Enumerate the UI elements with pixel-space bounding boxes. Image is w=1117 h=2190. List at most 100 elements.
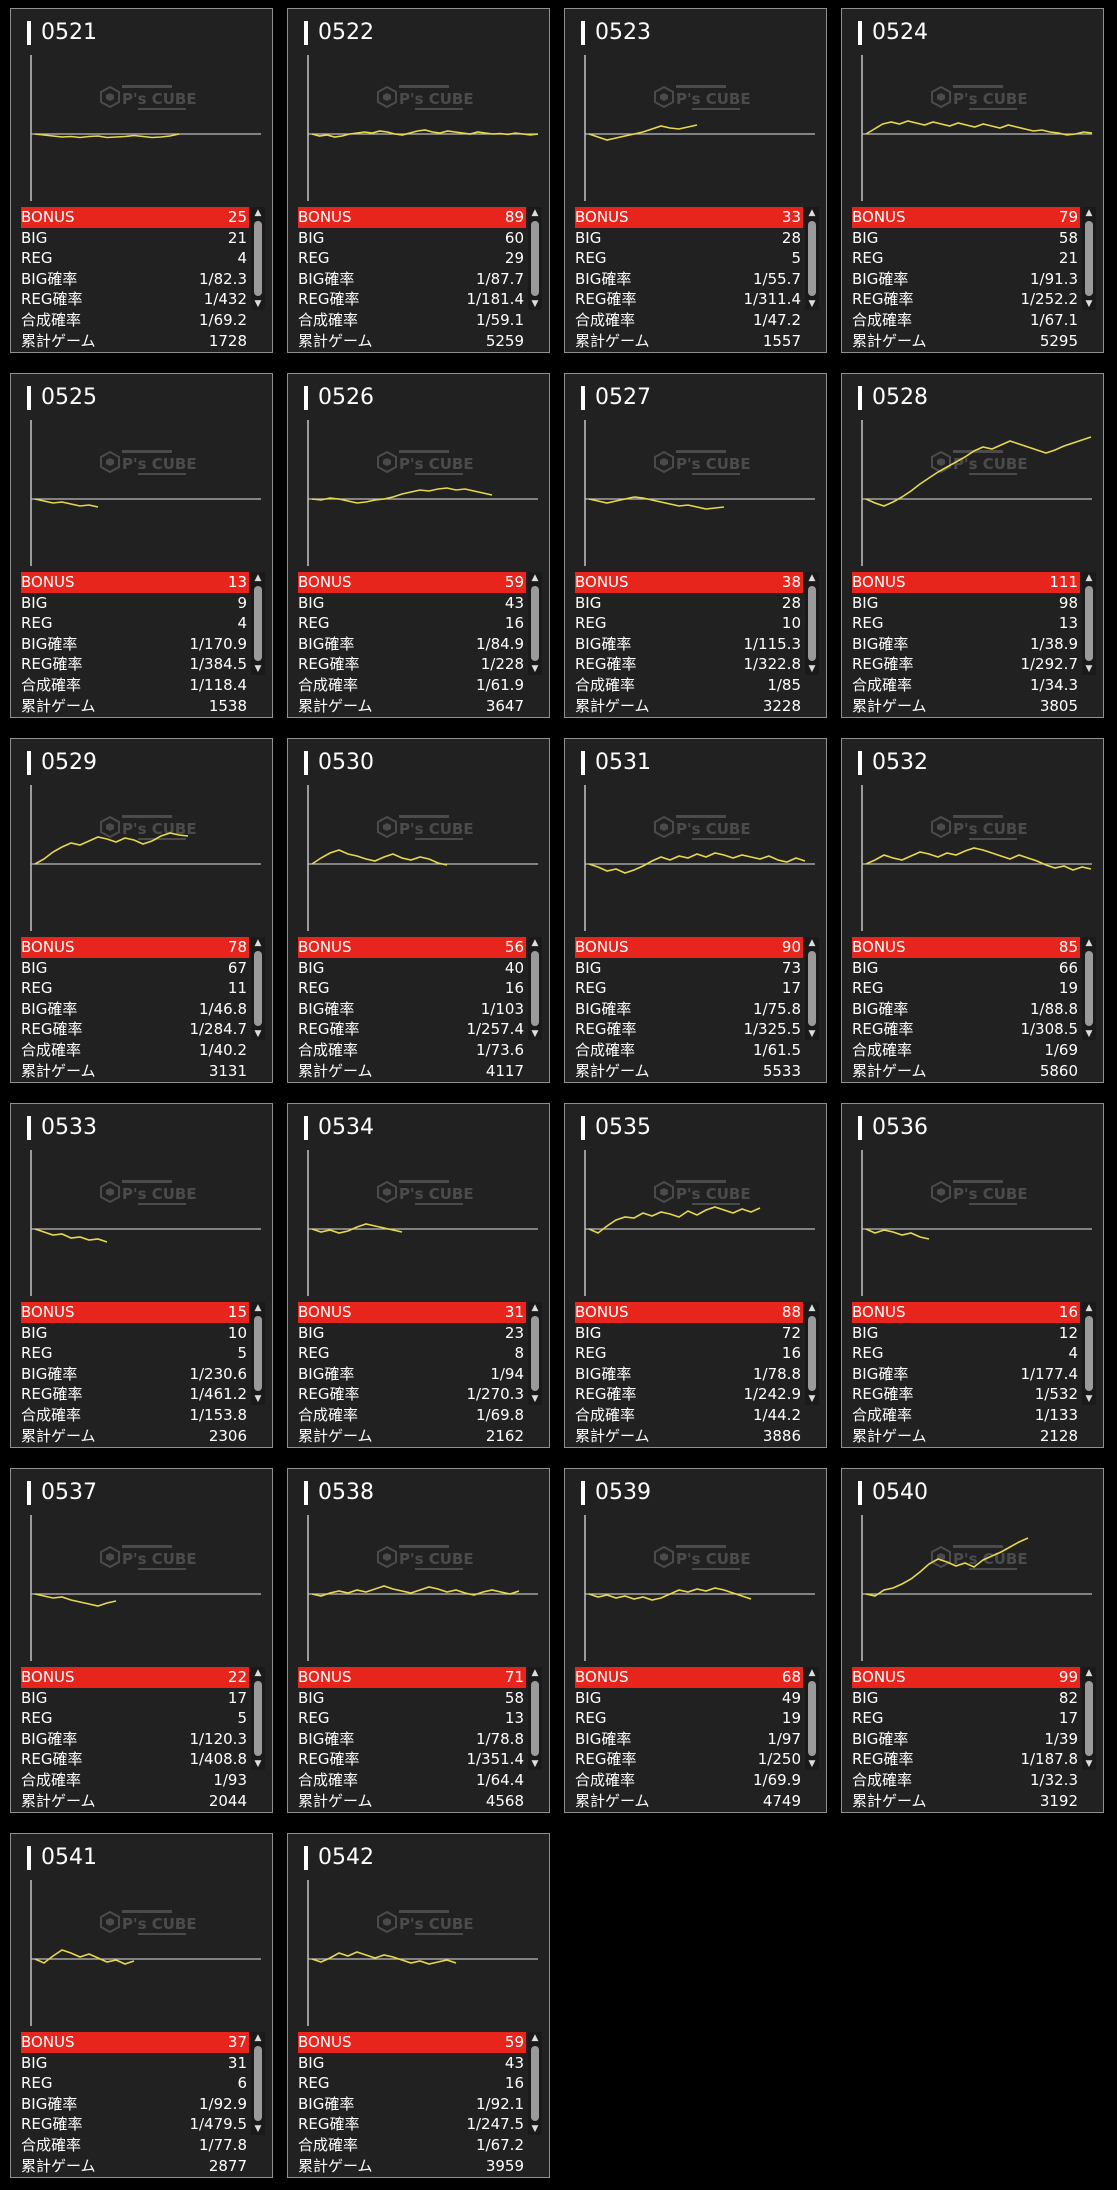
scroll-thumb[interactable] — [531, 1316, 539, 1391]
scrollbar[interactable]: ▲ ▼ — [528, 207, 542, 310]
machine-card[interactable]: 0524 P's CUBE BONUS 79 BIG 58 REG 21 BIG確率 1/91.3… — [841, 8, 1104, 353]
scroll-down-arrow-icon[interactable]: ▼ — [1085, 1029, 1093, 1039]
scroll-thumb[interactable] — [1085, 951, 1093, 1026]
scrollbar[interactable]: ▲ ▼ — [805, 937, 819, 1040]
scroll-up-arrow-icon[interactable]: ▲ — [808, 1303, 816, 1313]
scroll-thumb[interactable] — [808, 221, 816, 296]
scrollbar[interactable]: ▲ ▼ — [251, 1302, 265, 1405]
machine-card[interactable]: 0532 P's CUBE BONUS 85 BIG 66 REG 19 BIG確率 1/88.8… — [841, 738, 1104, 1083]
machine-card[interactable]: 0526 P's CUBE BONUS 59 BIG 43 REG 16 BIG確率 1/84.9… — [287, 373, 550, 718]
scrollbar[interactable]: ▲ ▼ — [251, 572, 265, 675]
scroll-down-arrow-icon[interactable]: ▼ — [808, 1029, 816, 1039]
scroll-thumb[interactable] — [254, 221, 262, 296]
scrollbar[interactable]: ▲ ▼ — [528, 1302, 542, 1405]
scrollbar[interactable]: ▲ ▼ — [251, 1667, 265, 1770]
scroll-down-arrow-icon[interactable]: ▼ — [531, 1759, 539, 1769]
scroll-up-arrow-icon[interactable]: ▲ — [531, 2033, 539, 2043]
machine-card[interactable]: 0541 P's CUBE BONUS 37 BIG 31 REG 6 BIG確率 1/92.9 R… — [10, 1833, 273, 2178]
scrollbar[interactable]: ▲ ▼ — [528, 2032, 542, 2135]
scrollbar[interactable]: ▲ ▼ — [805, 572, 819, 675]
machine-card[interactable]: 0531 P's CUBE BONUS 90 BIG 73 REG 17 BIG確率 1/75.8… — [564, 738, 827, 1083]
scroll-thumb[interactable] — [254, 2046, 262, 2121]
scroll-down-arrow-icon[interactable]: ▼ — [531, 299, 539, 309]
machine-card[interactable]: 0537 P's CUBE BONUS 22 BIG 17 REG 5 BIG確率 1/120.3… — [10, 1468, 273, 1813]
scroll-thumb[interactable] — [1085, 1681, 1093, 1756]
scrollbar[interactable]: ▲ ▼ — [528, 572, 542, 675]
machine-card[interactable]: 0533 P's CUBE BONUS 15 BIG 10 REG 5 BIG確率 1/230.6… — [10, 1103, 273, 1448]
scroll-down-arrow-icon[interactable]: ▼ — [254, 1394, 262, 1404]
scrollbar[interactable]: ▲ ▼ — [805, 1667, 819, 1770]
machine-card[interactable]: 0529 P's CUBE BONUS 78 BIG 67 REG 11 BIG確率 1/46.8… — [10, 738, 273, 1083]
machine-card[interactable]: 0522 P's CUBE BONUS 89 BIG 60 REG 29 BIG確率 1/87.7… — [287, 8, 550, 353]
scroll-up-arrow-icon[interactable]: ▲ — [1085, 1303, 1093, 1313]
scroll-up-arrow-icon[interactable]: ▲ — [531, 1668, 539, 1678]
scroll-down-arrow-icon[interactable]: ▼ — [254, 2124, 262, 2134]
scroll-down-arrow-icon[interactable]: ▼ — [531, 1394, 539, 1404]
scroll-up-arrow-icon[interactable]: ▲ — [254, 938, 262, 948]
scroll-up-arrow-icon[interactable]: ▲ — [531, 208, 539, 218]
machine-card[interactable]: 0538 P's CUBE BONUS 71 BIG 58 REG 13 BIG確率 1/78.8… — [287, 1468, 550, 1813]
scroll-up-arrow-icon[interactable]: ▲ — [1085, 1668, 1093, 1678]
machine-card[interactable]: 0542 P's CUBE BONUS 59 BIG 43 REG 16 BIG確率 1/92.1… — [287, 1833, 550, 2178]
scroll-thumb[interactable] — [254, 1681, 262, 1756]
scroll-down-arrow-icon[interactable]: ▼ — [808, 1759, 816, 1769]
scroll-down-arrow-icon[interactable]: ▼ — [808, 299, 816, 309]
scrollbar[interactable]: ▲ ▼ — [1082, 937, 1096, 1040]
scroll-down-arrow-icon[interactable]: ▼ — [808, 1394, 816, 1404]
scroll-down-arrow-icon[interactable]: ▼ — [531, 1029, 539, 1039]
scroll-thumb[interactable] — [1085, 221, 1093, 296]
scroll-thumb[interactable] — [254, 586, 262, 661]
scroll-thumb[interactable] — [1085, 586, 1093, 661]
scroll-up-arrow-icon[interactable]: ▲ — [1085, 208, 1093, 218]
scrollbar[interactable]: ▲ ▼ — [1082, 572, 1096, 675]
scroll-thumb[interactable] — [531, 2046, 539, 2121]
scroll-thumb[interactable] — [531, 1681, 539, 1756]
scroll-up-arrow-icon[interactable]: ▲ — [254, 573, 262, 583]
scroll-thumb[interactable] — [808, 586, 816, 661]
scroll-up-arrow-icon[interactable]: ▲ — [254, 1303, 262, 1313]
scroll-thumb[interactable] — [808, 951, 816, 1026]
scroll-up-arrow-icon[interactable]: ▲ — [531, 1303, 539, 1313]
scroll-up-arrow-icon[interactable]: ▲ — [531, 938, 539, 948]
scroll-up-arrow-icon[interactable]: ▲ — [808, 938, 816, 948]
scroll-down-arrow-icon[interactable]: ▼ — [531, 2124, 539, 2134]
machine-card[interactable]: 0535 P's CUBE BONUS 88 BIG 72 REG 16 BIG確率 1/78.8… — [564, 1103, 827, 1448]
scroll-up-arrow-icon[interactable]: ▲ — [808, 208, 816, 218]
scroll-down-arrow-icon[interactable]: ▼ — [531, 664, 539, 674]
scrollbar[interactable]: ▲ ▼ — [528, 937, 542, 1040]
machine-card[interactable]: 0525 P's CUBE BONUS 13 BIG 9 REG 4 BIG確率 1/170.9 R… — [10, 373, 273, 718]
scrollbar[interactable]: ▲ ▼ — [251, 207, 265, 310]
scrollbar[interactable]: ▲ ▼ — [528, 1667, 542, 1770]
scroll-up-arrow-icon[interactable]: ▲ — [1085, 938, 1093, 948]
scroll-up-arrow-icon[interactable]: ▲ — [808, 1668, 816, 1678]
scroll-down-arrow-icon[interactable]: ▼ — [808, 664, 816, 674]
scroll-up-arrow-icon[interactable]: ▲ — [1085, 573, 1093, 583]
scroll-down-arrow-icon[interactable]: ▼ — [254, 299, 262, 309]
scroll-up-arrow-icon[interactable]: ▲ — [531, 573, 539, 583]
scrollbar[interactable]: ▲ ▼ — [1082, 207, 1096, 310]
scroll-up-arrow-icon[interactable]: ▲ — [808, 573, 816, 583]
machine-card[interactable]: 0521 P's CUBE BONUS 25 BIG 21 REG 4 BIG確率 1/82.3 R… — [10, 8, 273, 353]
machine-card[interactable]: 0530 P's CUBE BONUS 56 BIG 40 REG 16 BIG確率 1/103 R… — [287, 738, 550, 1083]
machine-card[interactable]: 0528 P's CUBE BONUS 111 BIG 98 REG 13 BIG確率 1/38.… — [841, 373, 1104, 718]
scroll-down-arrow-icon[interactable]: ▼ — [254, 1029, 262, 1039]
scroll-thumb[interactable] — [531, 221, 539, 296]
scroll-thumb[interactable] — [808, 1316, 816, 1391]
machine-card[interactable]: 0536 P's CUBE BONUS 16 BIG 12 REG 4 BIG確率 1/177.4… — [841, 1103, 1104, 1448]
scroll-up-arrow-icon[interactable]: ▲ — [254, 1668, 262, 1678]
scroll-thumb[interactable] — [254, 1316, 262, 1391]
scroll-thumb[interactable] — [254, 951, 262, 1026]
scroll-thumb[interactable] — [808, 1681, 816, 1756]
scroll-up-arrow-icon[interactable]: ▲ — [254, 208, 262, 218]
scroll-down-arrow-icon[interactable]: ▼ — [254, 664, 262, 674]
scroll-down-arrow-icon[interactable]: ▼ — [1085, 1394, 1093, 1404]
scroll-thumb[interactable] — [531, 951, 539, 1026]
scrollbar[interactable]: ▲ ▼ — [251, 937, 265, 1040]
machine-card[interactable]: 0523 P's CUBE BONUS 33 BIG 28 REG 5 BIG確率 1/55.7 R… — [564, 8, 827, 353]
scroll-down-arrow-icon[interactable]: ▼ — [1085, 664, 1093, 674]
scroll-down-arrow-icon[interactable]: ▼ — [1085, 299, 1093, 309]
scrollbar[interactable]: ▲ ▼ — [1082, 1302, 1096, 1405]
scroll-up-arrow-icon[interactable]: ▲ — [254, 2033, 262, 2043]
scroll-down-arrow-icon[interactable]: ▼ — [1085, 1759, 1093, 1769]
scroll-thumb[interactable] — [531, 586, 539, 661]
